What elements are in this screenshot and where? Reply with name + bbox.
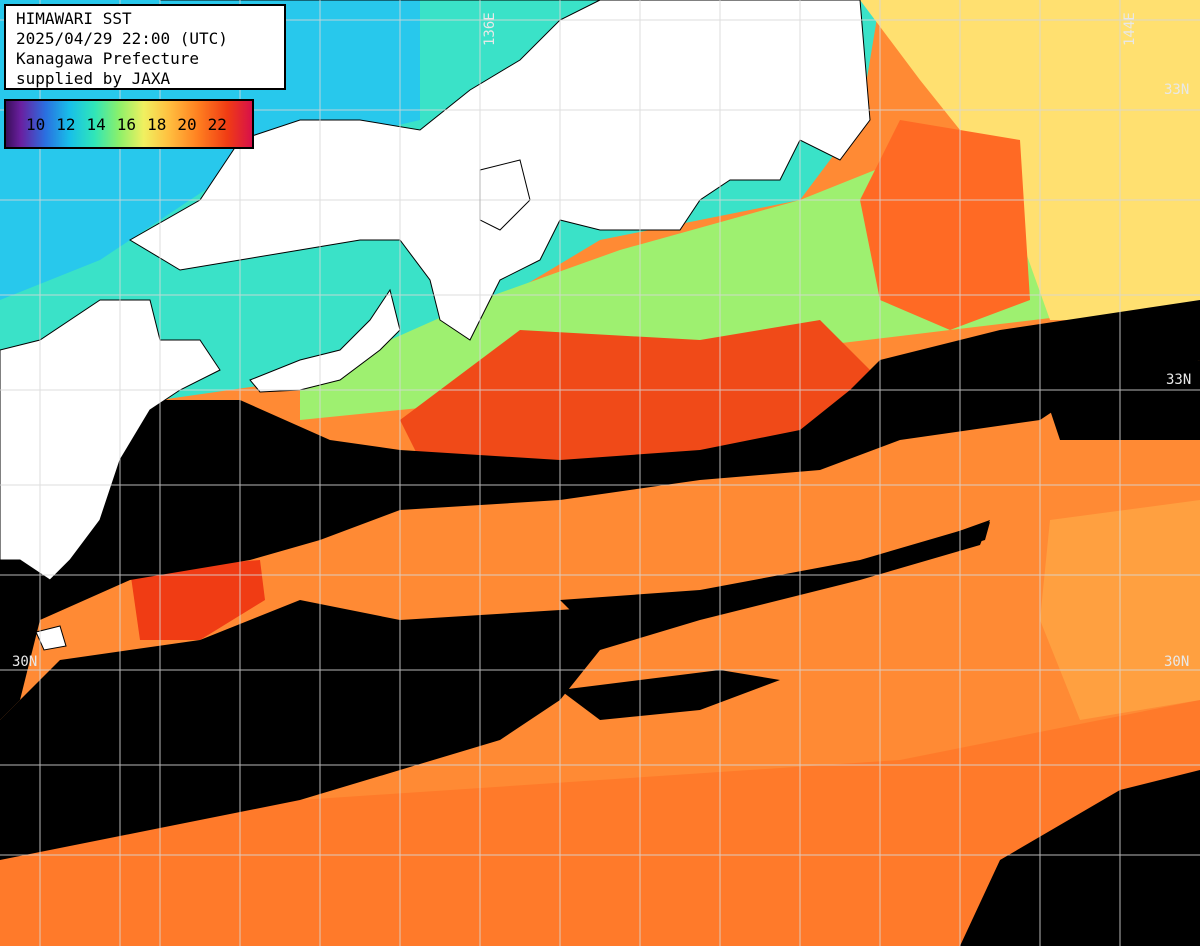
legend-tick: 16 — [116, 114, 137, 134]
lat-label-33n: 33N — [1166, 372, 1192, 388]
cloud-band-lower-middle — [560, 670, 780, 720]
legend-tick: 12 — [56, 114, 76, 134]
lon-label-144e: 144E — [1122, 12, 1138, 46]
map-supplier: supplied by JAXA — [16, 69, 171, 88]
warm-current-east — [860, 120, 1030, 330]
lat-label-30n-west: 30N — [12, 654, 38, 670]
map-datetime: 2025/04/29 22:00 (UTC) — [16, 29, 228, 48]
cloud-band-southeast — [960, 770, 1200, 946]
lon-label-136e: 136E — [482, 12, 498, 46]
map-title: HIMAWARI SST — [16, 9, 132, 28]
land-kyushu — [0, 299, 221, 581]
warm-patch-southwest — [130, 560, 265, 640]
cloud-band-middle — [560, 522, 990, 640]
lat-label-33n-top: 33N — [1164, 82, 1190, 98]
temperature-legend: 10 12 14 16 18 20 22 — [4, 99, 254, 149]
lat-label-30n-east: 30N — [1164, 654, 1190, 670]
legend-tick: 10 — [26, 114, 46, 134]
legend-tick: 18 — [147, 114, 167, 134]
yellow-water-east — [860, 0, 1200, 320]
map-prefecture: Kanagawa Prefecture — [16, 49, 200, 68]
info-box: HIMAWARI SST 2025/04/29 22:00 (UTC) Kana… — [4, 4, 286, 90]
legend-tick: 22 — [207, 114, 227, 134]
legend-tick: 14 — [86, 114, 106, 134]
legend-tick: 20 — [177, 114, 197, 134]
land-tanegashima — [35, 625, 67, 651]
cloud-mask-west — [0, 300, 1200, 720]
warm-water-south — [0, 700, 1200, 946]
cloud-mask-lower-west — [0, 520, 990, 860]
